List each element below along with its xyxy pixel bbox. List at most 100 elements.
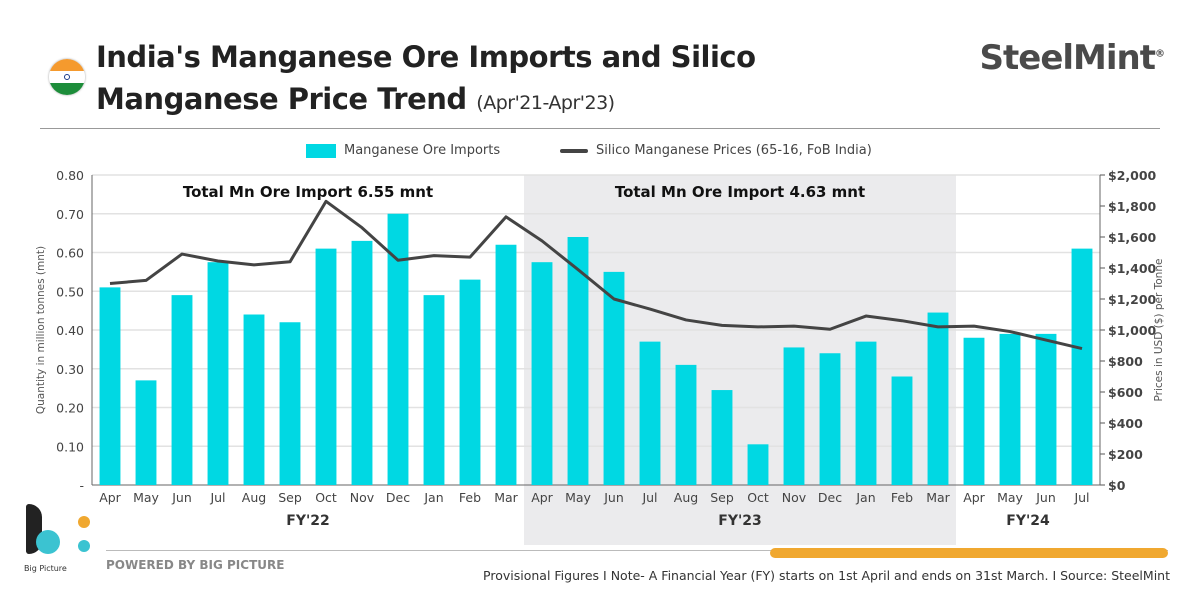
bar-aug-16 bbox=[675, 364, 697, 485]
bar-dec-8 bbox=[387, 213, 409, 485]
y2-tick-label: $1,000 bbox=[1108, 323, 1157, 338]
x-tick-label: Jan bbox=[855, 490, 875, 505]
bar-jun-26 bbox=[1035, 333, 1057, 485]
bar-apr-12 bbox=[531, 262, 553, 485]
x-tick-label: Jun bbox=[171, 490, 192, 505]
y2-tick-label: $200 bbox=[1108, 447, 1143, 462]
x-tick-label: Apr bbox=[99, 490, 121, 505]
y-tick-label: - bbox=[79, 478, 84, 493]
bar-oct-6 bbox=[315, 248, 337, 485]
page-title: India's Manganese Ore Imports and Silico… bbox=[96, 40, 756, 116]
x-tick-label: Sep bbox=[278, 490, 302, 505]
bar-mar-23 bbox=[927, 312, 949, 485]
bar-jul-27 bbox=[1071, 248, 1093, 485]
bar-jul-15 bbox=[639, 341, 661, 485]
y2-tick-label: $600 bbox=[1108, 385, 1143, 400]
bar-jul-3 bbox=[207, 262, 229, 485]
y-tick-label: 0.70 bbox=[56, 207, 84, 222]
footer-rule bbox=[106, 550, 1168, 551]
bar-sep-5 bbox=[279, 322, 301, 485]
y-tick-label: 0.30 bbox=[56, 362, 84, 377]
shaded-region-fy23 bbox=[524, 175, 956, 545]
annotation-fy22: Total Mn Ore Import 6.55 mnt bbox=[183, 183, 433, 201]
header-divider bbox=[40, 128, 1160, 129]
x-tick-label: Apr bbox=[531, 490, 553, 505]
bar-jan-9 bbox=[423, 295, 445, 485]
y-tick-label: 0.10 bbox=[56, 439, 84, 454]
annotation-fy23: Total Mn Ore Import 4.63 mnt bbox=[615, 183, 865, 201]
bar-jan-21 bbox=[855, 341, 877, 485]
x-tick-label: Jul bbox=[641, 490, 657, 505]
legend-swatch-line bbox=[560, 148, 588, 153]
y-tick-label: 0.40 bbox=[56, 323, 84, 338]
y-tick-label: 0.80 bbox=[56, 168, 84, 183]
bar-feb-10 bbox=[459, 279, 481, 485]
y2-tick-label: $1,400 bbox=[1108, 261, 1157, 276]
y2-tick-label: $1,600 bbox=[1108, 230, 1157, 245]
x-tick-label: Jan bbox=[423, 490, 443, 505]
x-tick-label: Aug bbox=[674, 490, 698, 505]
y-tick-label: 0.60 bbox=[56, 246, 84, 261]
bar-nov-7 bbox=[351, 240, 373, 485]
x-tick-label: Dec bbox=[818, 490, 842, 505]
y-tick-label: 0.20 bbox=[56, 401, 84, 416]
bar-feb-22 bbox=[891, 376, 913, 485]
x-tick-label: May bbox=[133, 490, 159, 505]
x-tick-label: Mar bbox=[494, 490, 518, 505]
x-tick-label: May bbox=[565, 490, 591, 505]
steelmint-logo: SteelMint® bbox=[979, 38, 1165, 78]
x-tick-label: Nov bbox=[782, 490, 807, 505]
bar-may-13 bbox=[567, 237, 589, 485]
bar-mar-11 bbox=[495, 244, 517, 485]
x-tick-label: Dec bbox=[386, 490, 410, 505]
x-tick-label: Oct bbox=[315, 490, 337, 505]
legend-item-imports: Manganese Ore Imports bbox=[306, 143, 500, 158]
x-tick-label: Oct bbox=[747, 490, 769, 505]
x-tick-label: Jun bbox=[1035, 490, 1056, 505]
y2-tick-label: $1,800 bbox=[1108, 199, 1157, 214]
x-tick-label: Nov bbox=[350, 490, 375, 505]
bar-aug-4 bbox=[243, 314, 265, 485]
group-label: FY'22 bbox=[286, 513, 329, 529]
legend-item-prices: Silico Manganese Prices (65-16, FoB Indi… bbox=[560, 143, 872, 158]
bar-sep-17 bbox=[711, 390, 733, 485]
y-axis-title: Quantity in million tonnes (mnt) bbox=[35, 246, 47, 414]
x-tick-label: Sep bbox=[710, 490, 734, 505]
bar-nov-19 bbox=[783, 347, 805, 485]
footer-accent-bar bbox=[770, 548, 1168, 558]
y2-axis-title: Prices in USD ($) per Tonne bbox=[1153, 259, 1165, 402]
bar-apr-24 bbox=[963, 337, 985, 485]
india-flag-icon bbox=[49, 59, 85, 95]
group-label: FY'24 bbox=[1006, 513, 1050, 529]
x-tick-label: Apr bbox=[963, 490, 985, 505]
bar-jun-14 bbox=[603, 271, 625, 485]
page-subtitle: (Apr'21-Apr'23) bbox=[476, 92, 615, 114]
group-label: FY'23 bbox=[718, 513, 761, 529]
x-tick-label: Feb bbox=[891, 490, 913, 505]
powered-by: POWERED BY BIG PICTURE bbox=[106, 558, 285, 572]
big-picture-logo: Big Picture bbox=[22, 502, 102, 574]
bar-may-1 bbox=[135, 380, 157, 485]
x-tick-label: Jul bbox=[209, 490, 225, 505]
y2-tick-label: $0 bbox=[1108, 478, 1126, 493]
x-tick-label: May bbox=[997, 490, 1023, 505]
x-tick-label: Jul bbox=[1073, 490, 1089, 505]
bar-apr-0 bbox=[99, 287, 121, 485]
footer-note: Provisional Figures I Note- A Financial … bbox=[483, 568, 1170, 583]
price-line bbox=[109, 199, 1083, 351]
x-tick-label: Mar bbox=[926, 490, 950, 505]
x-tick-label: Jun bbox=[603, 490, 624, 505]
y-tick-label: 0.50 bbox=[56, 284, 84, 299]
y2-tick-label: $400 bbox=[1108, 416, 1143, 431]
bar-may-25 bbox=[999, 333, 1021, 485]
x-tick-label: Feb bbox=[459, 490, 481, 505]
y2-tick-label: $1,200 bbox=[1108, 292, 1157, 307]
bar-dec-20 bbox=[819, 353, 841, 485]
legend-swatch-bar bbox=[306, 143, 336, 158]
bar-oct-18 bbox=[747, 444, 769, 485]
y2-tick-label: $800 bbox=[1108, 354, 1143, 369]
x-tick-label: Aug bbox=[242, 490, 266, 505]
y2-tick-label: $2,000 bbox=[1108, 168, 1157, 183]
bar-jun-2 bbox=[171, 295, 193, 485]
